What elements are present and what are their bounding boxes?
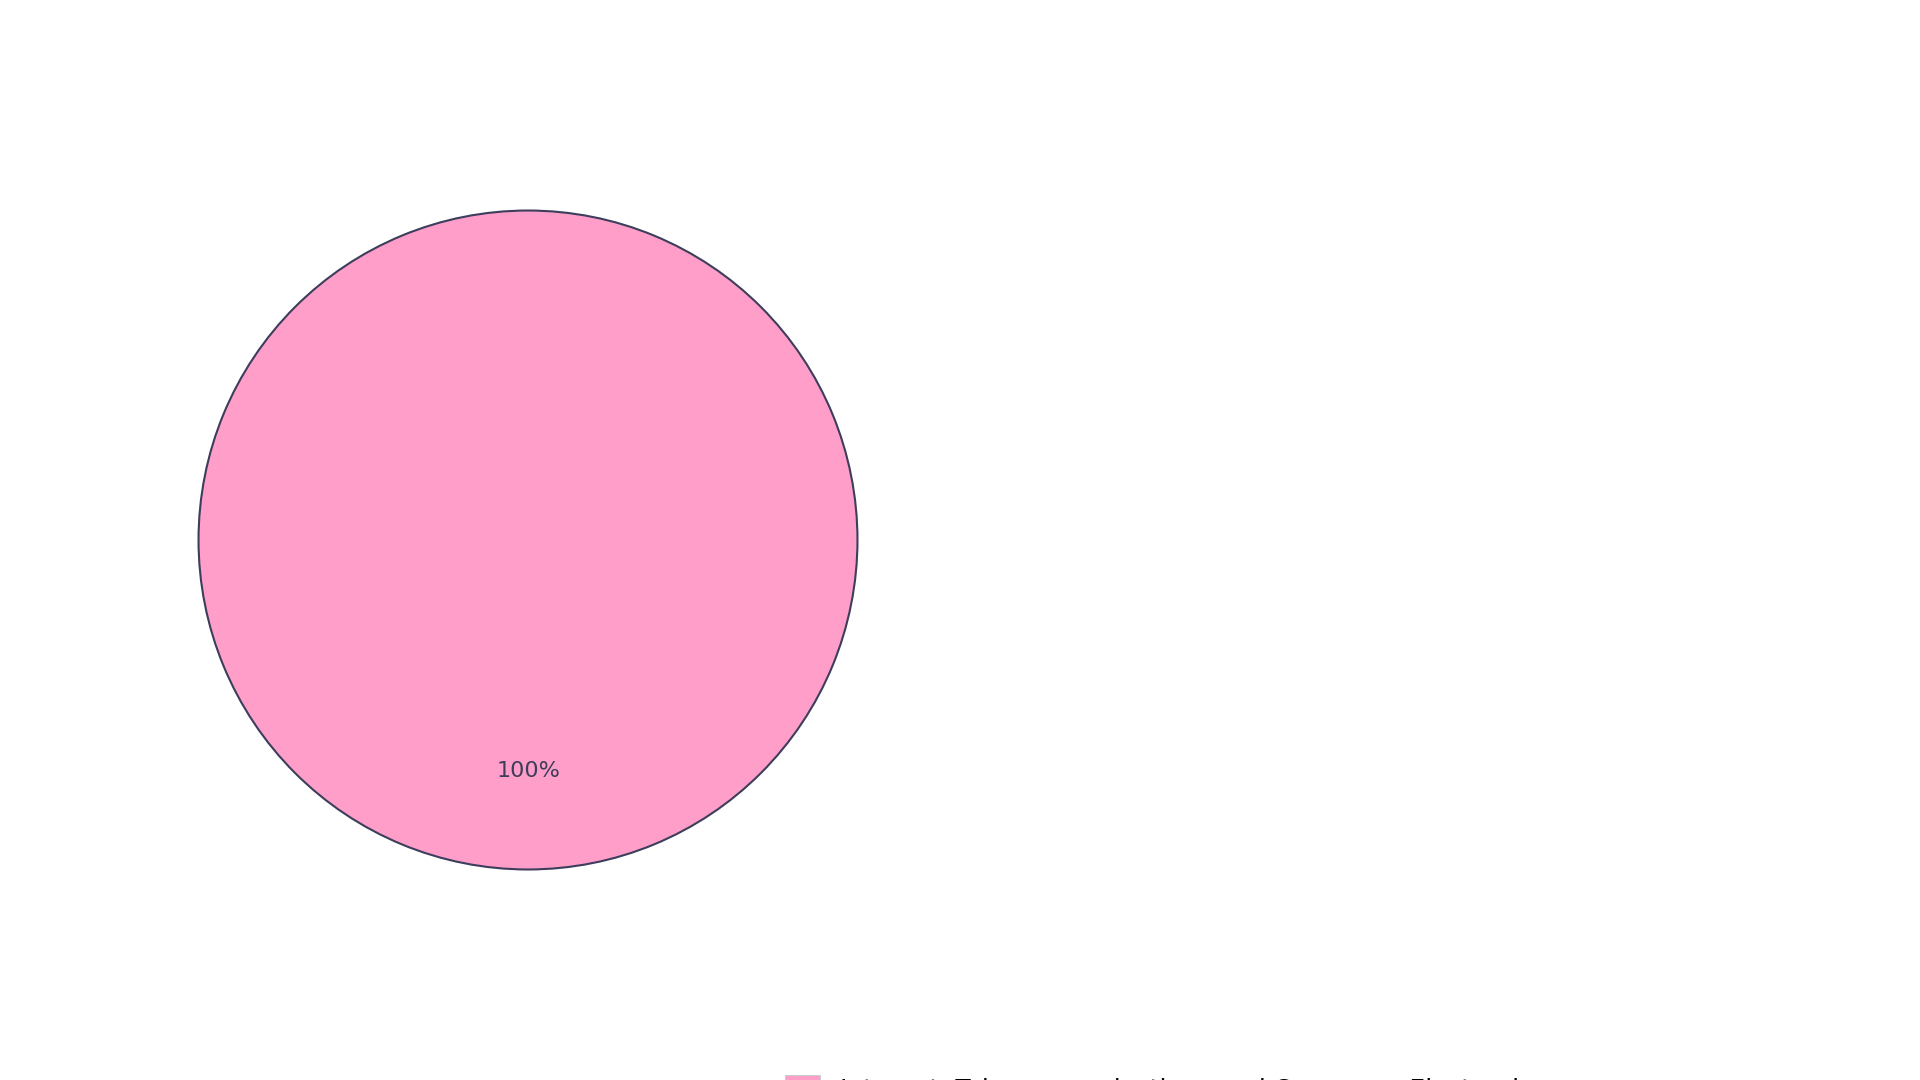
Legend: Internet, Telecommunications and Consumer Electronics: Internet, Telecommunications and Consume… (774, 1063, 1559, 1080)
Wedge shape (198, 211, 858, 869)
Text: 100%: 100% (495, 760, 561, 781)
